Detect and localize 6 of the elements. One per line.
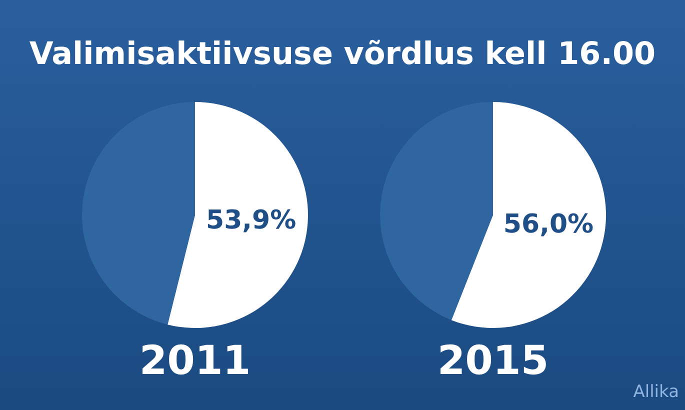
text: 2015 (436, 338, 550, 384)
text: 2011 (138, 338, 252, 384)
chart-title: Valimisaktiivsuse võrdlus kell 16.00 (28, 36, 657, 72)
data-label: 56,0% (503, 209, 594, 240)
data-label: 53,9% (206, 206, 296, 236)
text: Allika (633, 382, 679, 402)
